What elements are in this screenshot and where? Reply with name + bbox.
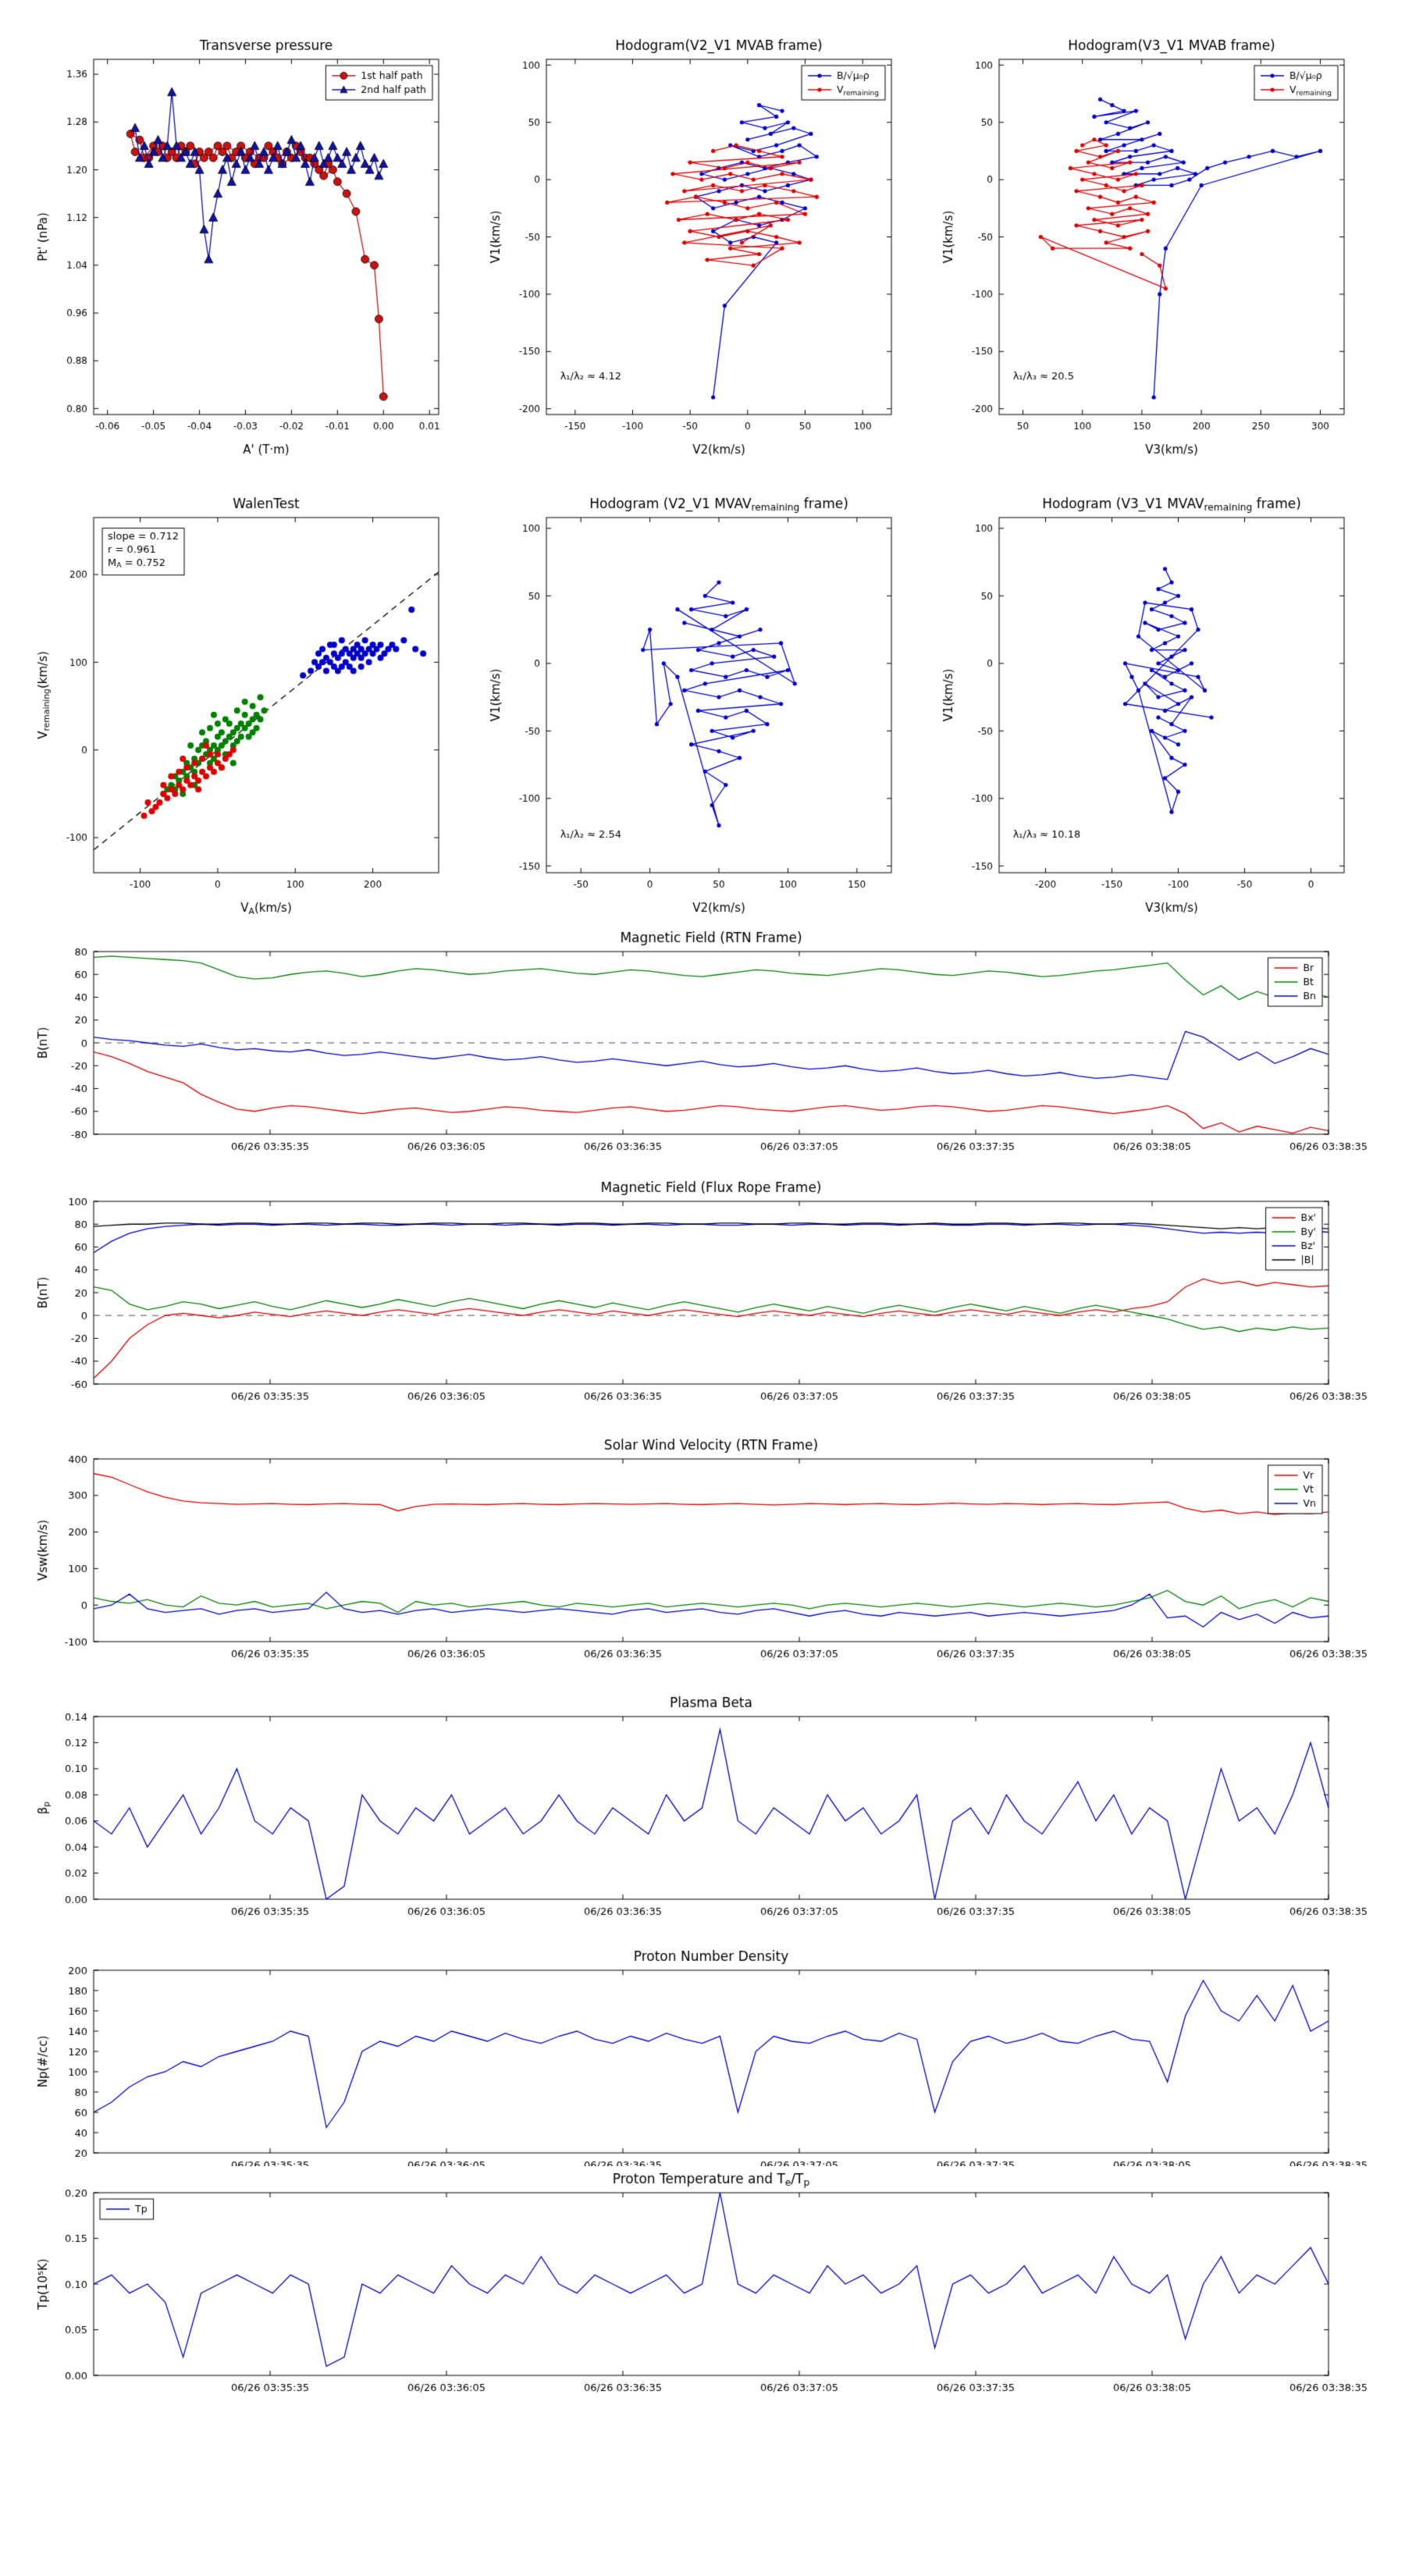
- chart-proton-density-canvas: [16, 1944, 1389, 2192]
- chart-transverse-pressure-canvas: [16, 22, 453, 471]
- chart-plasma-beta-canvas: [16, 1690, 1389, 1938]
- chart-solar-wind-velocity-canvas: [16, 1432, 1389, 1681]
- chart-hodogram-v3v1-mvav-canvas: [921, 480, 1358, 929]
- chart-walen-test-canvas: [16, 480, 453, 929]
- chart-hodogram-v2v1-mvav-canvas: [468, 480, 905, 929]
- chart-hodogram-v2v1-mvab-canvas: [468, 22, 905, 471]
- chart-hodogram-v3v1-mvab-canvas: [921, 22, 1358, 471]
- chart-magnetic-field-rtn-canvas: [16, 925, 1389, 1173]
- chart-proton-temperature-canvas: [16, 2166, 1389, 2414]
- chart-magnetic-field-fluxrope-canvas: [16, 1175, 1389, 1423]
